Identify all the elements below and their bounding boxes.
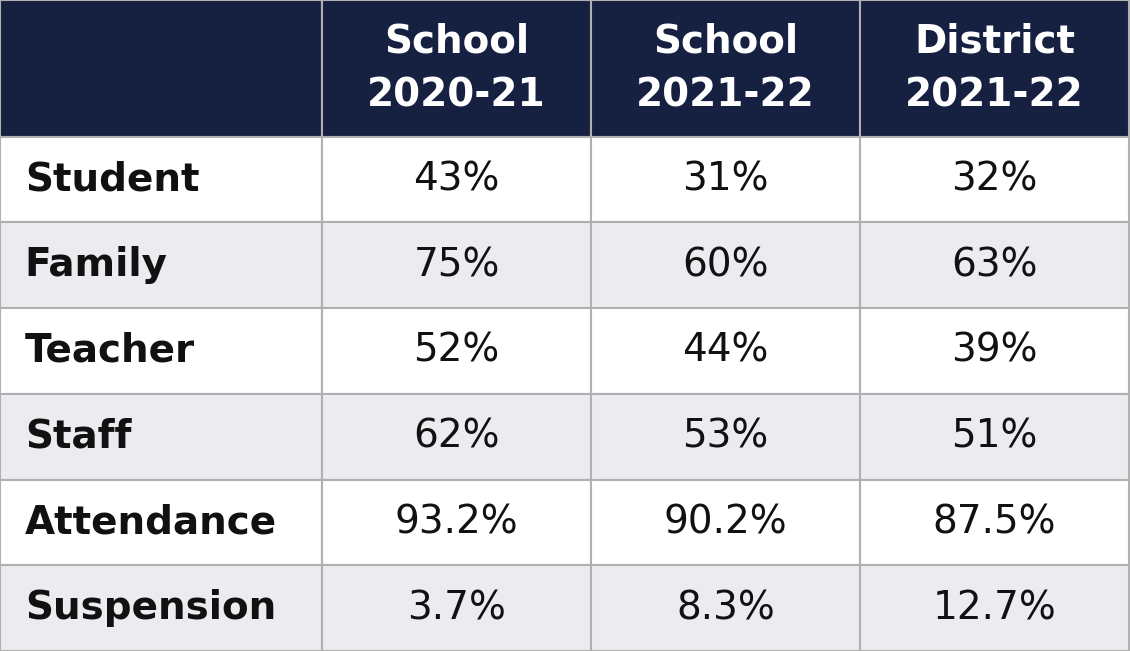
Bar <box>0 394 322 480</box>
Text: Teacher: Teacher <box>25 332 195 370</box>
Text: 93.2%: 93.2% <box>394 503 519 542</box>
Text: 44%: 44% <box>683 332 768 370</box>
Bar <box>322 480 591 565</box>
Text: 62%: 62% <box>414 418 499 456</box>
Bar <box>0 0 322 137</box>
Bar <box>591 480 860 565</box>
Text: 8.3%: 8.3% <box>676 589 775 627</box>
Bar <box>860 0 1129 137</box>
Text: 90.2%: 90.2% <box>663 503 788 542</box>
Bar <box>322 308 591 394</box>
Bar <box>591 223 860 308</box>
Text: Suspension: Suspension <box>25 589 276 627</box>
Text: School: School <box>653 22 798 60</box>
Text: Family: Family <box>25 246 168 284</box>
Bar <box>322 0 591 137</box>
Bar <box>860 394 1129 480</box>
Bar <box>860 480 1129 565</box>
Text: Student: Student <box>25 161 199 199</box>
Bar <box>322 394 591 480</box>
Text: 53%: 53% <box>683 418 768 456</box>
Bar <box>591 0 860 137</box>
Text: District: District <box>914 22 1075 60</box>
Text: 51%: 51% <box>951 418 1037 456</box>
Bar <box>0 480 322 565</box>
Bar <box>322 137 591 223</box>
Bar <box>0 223 322 308</box>
Text: School: School <box>384 22 529 60</box>
Text: 2021-22: 2021-22 <box>636 77 815 115</box>
Bar <box>322 565 591 651</box>
Bar <box>860 223 1129 308</box>
Bar <box>591 394 860 480</box>
Text: 52%: 52% <box>414 332 499 370</box>
Bar <box>860 565 1129 651</box>
Bar <box>0 565 322 651</box>
Text: 43%: 43% <box>414 161 499 199</box>
Text: 63%: 63% <box>951 246 1037 284</box>
Text: 3.7%: 3.7% <box>407 589 506 627</box>
Bar <box>860 137 1129 223</box>
Bar <box>0 137 322 223</box>
Bar <box>0 308 322 394</box>
Text: 60%: 60% <box>683 246 768 284</box>
Text: 2020-21: 2020-21 <box>367 77 546 115</box>
Text: 12.7%: 12.7% <box>932 589 1057 627</box>
Text: Attendance: Attendance <box>25 503 277 542</box>
Text: 75%: 75% <box>414 246 499 284</box>
Bar <box>591 565 860 651</box>
Bar <box>591 308 860 394</box>
Text: 39%: 39% <box>951 332 1037 370</box>
Text: 31%: 31% <box>683 161 768 199</box>
Text: 32%: 32% <box>951 161 1037 199</box>
Bar <box>860 308 1129 394</box>
Text: Staff: Staff <box>25 418 131 456</box>
Text: 87.5%: 87.5% <box>932 503 1057 542</box>
Bar <box>591 137 860 223</box>
Bar <box>322 223 591 308</box>
Text: 2021-22: 2021-22 <box>905 77 1084 115</box>
